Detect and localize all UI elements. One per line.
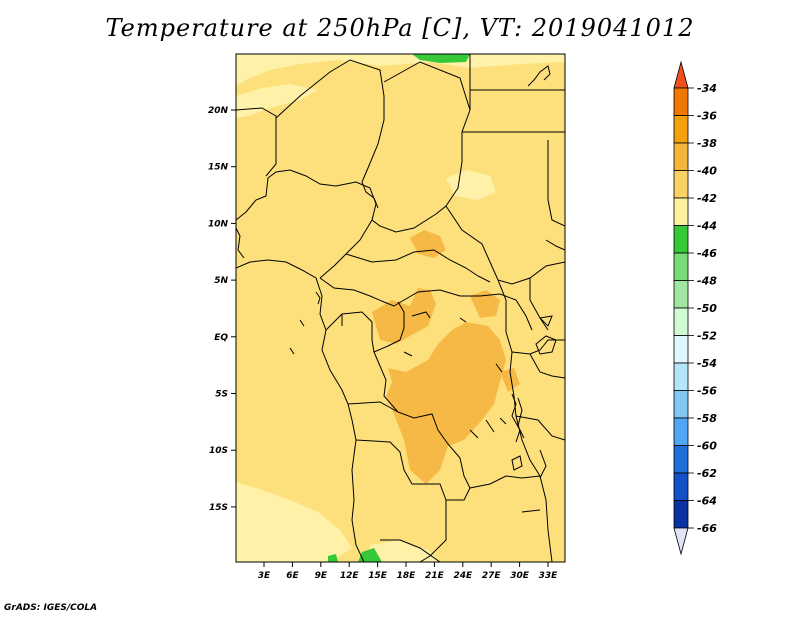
colorbar-swatch — [673, 417, 689, 446]
lat-label: 15S — [209, 503, 228, 513]
colorbar-label: -40 — [697, 165, 717, 178]
colorbar-swatch — [673, 142, 689, 171]
lat-label: 5S — [215, 390, 228, 400]
lat-label: 5N — [214, 276, 228, 286]
colorbar-swatch — [673, 197, 689, 226]
colorbar-swatch — [673, 307, 689, 336]
colorbar-label: -38 — [697, 137, 717, 150]
colorbar-label: -36 — [697, 110, 717, 123]
colorbar-bottom-arrow — [673, 527, 689, 556]
colorbar-label: -60 — [697, 440, 717, 453]
colorbar-label: -54 — [697, 357, 717, 370]
temperature-field-warm-ne-congo — [500, 368, 520, 392]
lat-label: 10N — [208, 219, 229, 229]
colorbar-label: -56 — [697, 385, 717, 398]
colorbar-swatch — [673, 390, 689, 419]
temperature-field-cool-northwest — [236, 84, 318, 118]
colorbar-swatch — [673, 170, 689, 199]
colorbar-label: -58 — [697, 412, 717, 425]
lon-label: 24E — [453, 571, 473, 581]
lon-label: 30E — [510, 571, 530, 581]
colorbar: -34 -36 -38 -40 -42 -44 -46 -48 -50 -52 -54 -56 -58 -… — [673, 60, 717, 556]
lon-label: 27E — [482, 571, 502, 581]
temperature-field-cool-southwest — [236, 482, 352, 562]
colorbar-swatch — [673, 252, 689, 281]
temperature-field-cool-north — [236, 54, 565, 86]
temperature-field-cool-central — [446, 170, 496, 200]
lat-label: 20N — [208, 106, 229, 116]
temperature-field-cool-south — [366, 540, 440, 562]
colorbar-swatch — [673, 445, 689, 474]
colorbar-label: -46 — [697, 247, 717, 260]
colorbar-top-arrow — [673, 60, 689, 89]
lon-label: 3E — [258, 571, 271, 581]
lat-label: EQ — [214, 333, 228, 343]
colorbar-swatch — [673, 87, 689, 116]
lon-label: 15E — [368, 571, 388, 581]
temperature-field-cold-north — [412, 54, 470, 63]
colorbar-swatch — [673, 115, 689, 144]
colorbar-label: -42 — [697, 192, 717, 205]
colorbar-swatch — [673, 225, 689, 254]
colorbar-label: -48 — [697, 275, 717, 288]
map-panel — [236, 54, 565, 562]
colorbar-label: -62 — [697, 467, 717, 480]
lat-label: 15N — [208, 163, 229, 173]
colorbar-label: -64 — [697, 495, 717, 508]
temperature-field-warm-east — [470, 290, 500, 318]
map-frame — [235, 53, 566, 563]
lon-label: 33E — [539, 571, 559, 581]
lon-label: 18E — [397, 571, 417, 581]
temperature-field-warm-congo — [386, 322, 506, 484]
colorbar-swatch — [673, 362, 689, 391]
colorbar-swatch — [673, 335, 689, 364]
temperature-field-cold-south — [358, 548, 382, 562]
colorbar-swatch — [673, 280, 689, 309]
colorbar-label: -34 — [697, 82, 717, 95]
lon-label: 6E — [286, 571, 299, 581]
colorbar-label: -66 — [697, 522, 717, 535]
latitude-axis: 20N 15N 10N 5N EQ 5S 10S 15S — [208, 106, 236, 513]
colorbar-swatch — [673, 472, 689, 501]
colorbar-label: -52 — [697, 330, 717, 343]
lon-label: 9E — [315, 571, 328, 581]
lakes — [236, 65, 557, 513]
longitude-axis: 3E 6E 9E 12E 15E 18E 21E 24E 27E 30E 33E — [258, 562, 558, 581]
colorbar-label: -44 — [697, 220, 717, 233]
colorbar-label: -50 — [697, 302, 717, 315]
lon-label: 12E — [340, 571, 360, 581]
colorbar-swatch — [673, 500, 689, 529]
country-borders — [236, 54, 565, 562]
lat-label: 10S — [209, 446, 228, 456]
temperature-field-cold-south-2 — [328, 554, 338, 562]
map-title: Temperature at 250hPa [C], VT: 201904101… — [105, 14, 695, 42]
footer-credit: GrADS: IGES/COLA — [4, 603, 98, 613]
lon-label: 21E — [425, 571, 445, 581]
